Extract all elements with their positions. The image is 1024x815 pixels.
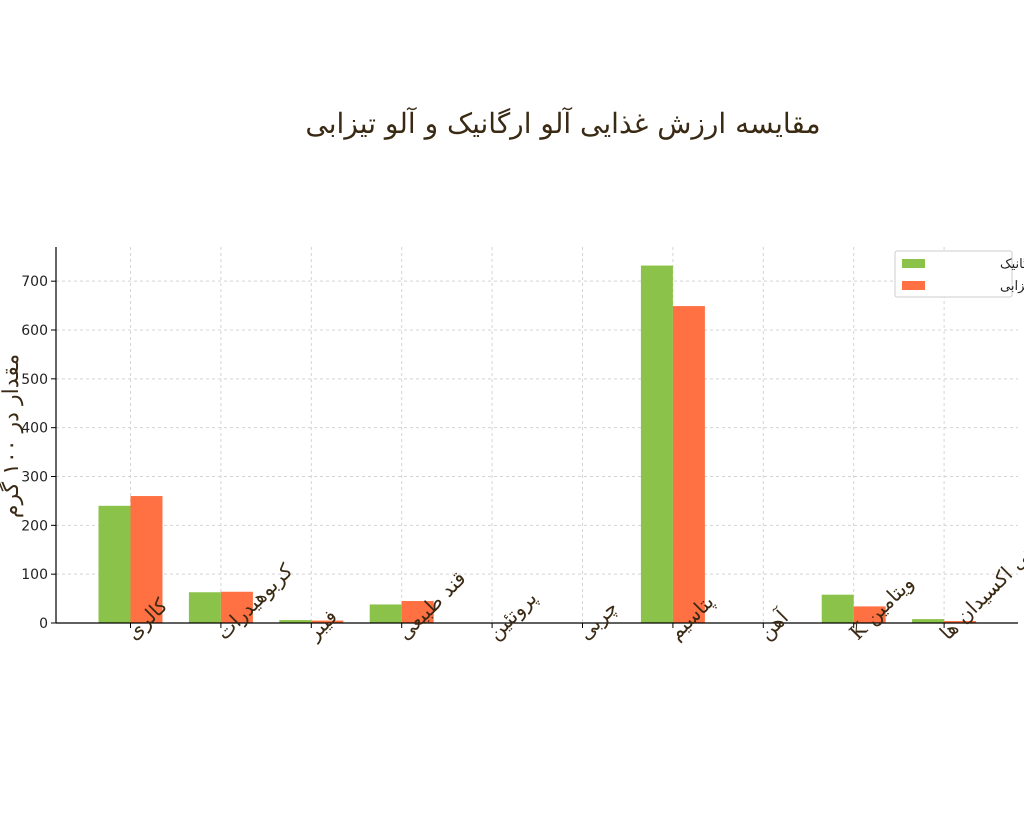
axes <box>51 247 1018 628</box>
y-tick-label: 700 <box>21 274 48 290</box>
bar-organic <box>98 505 131 623</box>
bar-chemical <box>401 601 434 623</box>
y-tick-labels: 0 100 200 300 400 500 600 700 <box>21 274 48 632</box>
chart-title: مقایسه ارزش غذایی آلو ارگانیک و آلو تیزا… <box>305 106 820 140</box>
legend-swatch-organic <box>902 259 925 268</box>
bar-organic <box>821 594 854 623</box>
x-tick-label: پروتئین <box>483 586 542 645</box>
legend: آلو ارگانیک آلو تیزابی <box>894 250 1024 298</box>
bar-chemical <box>311 620 344 623</box>
y-tick-label: 100 <box>21 567 48 583</box>
y-tick-label: 200 <box>21 518 48 534</box>
x-tick-label: آهن <box>754 604 794 644</box>
bar-organic <box>912 619 945 623</box>
legend-box <box>894 250 1013 298</box>
x-tick-label: آنتی اکسیدان ها <box>935 533 1024 645</box>
x-tick-labels: کالری کربوهیدرات فیبر قند طبیعی پروتئین چربی پ… <box>121 533 1024 646</box>
legend-label-organic: آلو ارگانیک <box>1000 255 1024 272</box>
bar-organic <box>369 604 402 623</box>
bar-chemical <box>944 621 977 623</box>
bar-chemical <box>853 606 886 623</box>
x-tick-label: فیبر <box>301 604 342 645</box>
bar-chemical <box>672 306 705 623</box>
bars <box>98 265 977 623</box>
bar-organic <box>188 592 221 623</box>
legend-swatch-chemical <box>902 281 925 290</box>
legend-label-chemical: آلو تیزابی <box>1000 277 1024 294</box>
y-tick-label: 600 <box>21 323 48 339</box>
x-tick-label: چربی <box>573 595 622 644</box>
grid <box>56 247 1018 623</box>
y-axis-label: مقدار در ۱۰۰ گرم <box>0 354 24 518</box>
y-tick-label: 500 <box>21 372 48 388</box>
bar-organic <box>279 620 312 623</box>
bar-organic <box>640 265 673 623</box>
bar-chemical <box>130 496 163 623</box>
y-tick-label: 400 <box>21 421 48 437</box>
y-tick-label: 0 <box>39 616 48 632</box>
bar-chemical <box>220 591 253 623</box>
y-tick-label: 300 <box>21 470 48 486</box>
